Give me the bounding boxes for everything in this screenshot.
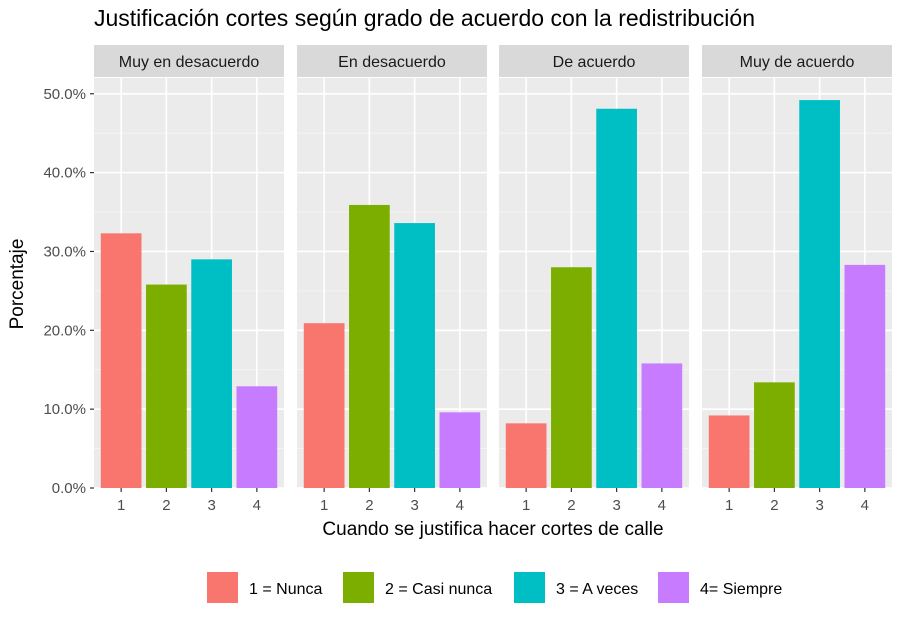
facet-strip [499, 45, 689, 77]
bar-2 [349, 204, 390, 488]
facet-strip [297, 45, 487, 77]
facet-panel-1: Muy en desacuerdo 1 2 3 4 [94, 45, 284, 514]
x-tick-label: 1 [522, 497, 530, 514]
y-tick-label: 20.0% [43, 322, 86, 339]
facet-strip-label: Muy de acuerdo [740, 54, 855, 71]
bar-1 [505, 423, 547, 488]
legend-key [207, 572, 238, 603]
x-tick-label: 4 [456, 497, 464, 514]
bar-1 [708, 415, 750, 488]
legend-item-2: 2 = Casi nunca [343, 572, 492, 603]
facet-strip-label: De acuerdo [553, 54, 636, 71]
bar-2 [146, 284, 187, 488]
bar-4 [439, 412, 481, 488]
x-tick-label: 2 [162, 497, 170, 514]
facet-panel-2: En desacuerdo 1 2 3 4 [297, 45, 487, 514]
legend-label: 4= Siempre [700, 581, 782, 598]
y-axis-label: Porcentaje [7, 239, 28, 330]
x-tick-label: 2 [365, 497, 373, 514]
y-tick-label: 50.0% [43, 86, 86, 103]
y-tick-label: 40.0% [43, 165, 86, 182]
y-tick-label: 0.0% [52, 480, 86, 497]
x-tick-label: 1 [725, 497, 733, 514]
bar-4 [844, 264, 886, 488]
legend: 1 = Nunca 2 = Casi nunca 3 = A veces 4= Sie… [207, 572, 782, 603]
x-axis-label: Cuando se justifica hacer cortes de call… [322, 519, 663, 540]
legend-key [514, 572, 545, 603]
y-axis: 0.0% 10.0% 20.0% 30.0% 40.0% 50.0% [43, 86, 94, 497]
facet-panel-4: Muy de acuerdo 1 2 3 4 [702, 45, 892, 514]
legend-key [343, 572, 374, 603]
chart-title: Justificación cortes según grado de acue… [94, 5, 755, 31]
x-tick-label: 4 [253, 497, 261, 514]
bar-3 [596, 108, 637, 488]
x-tick-label: 3 [410, 497, 418, 514]
facet-strip-label: En desacuerdo [338, 54, 446, 71]
facet-strip [94, 45, 284, 77]
x-tick-label: 4 [658, 497, 666, 514]
bar-3 [799, 100, 840, 489]
bar-3 [191, 259, 232, 488]
bar-2 [551, 267, 592, 488]
x-tick-label: 3 [612, 497, 620, 514]
x-tick-label: 4 [861, 497, 869, 514]
y-tick-label: 10.0% [43, 401, 86, 418]
x-tick-label: 2 [770, 497, 778, 514]
y-tick-label: 30.0% [43, 243, 86, 260]
facet-strip [702, 45, 892, 77]
legend-item-1: 1 = Nunca [207, 572, 322, 603]
x-tick-label: 3 [815, 497, 823, 514]
legend-item-3: 3 = A veces [514, 572, 638, 603]
bar-2 [754, 382, 795, 488]
legend-item-4: 4= Siempre [658, 572, 782, 603]
bar-4 [236, 386, 278, 488]
x-tick-label: 1 [320, 497, 328, 514]
x-tick-label: 1 [117, 497, 125, 514]
facet-strip-label: Muy en desacuerdo [119, 54, 260, 71]
legend-label: 2 = Casi nunca [385, 581, 492, 598]
x-tick-label: 2 [567, 497, 575, 514]
legend-label: 3 = A veces [556, 581, 638, 598]
legend-key [658, 572, 689, 603]
legend-label: 1 = Nunca [249, 581, 322, 598]
bar-1 [303, 323, 345, 488]
x-tick-label: 3 [207, 497, 215, 514]
facet-panel-3: De acuerdo 1 2 3 4 [499, 45, 689, 514]
bar-3 [394, 223, 435, 489]
bar-1 [100, 233, 142, 488]
bar-4 [641, 363, 683, 488]
